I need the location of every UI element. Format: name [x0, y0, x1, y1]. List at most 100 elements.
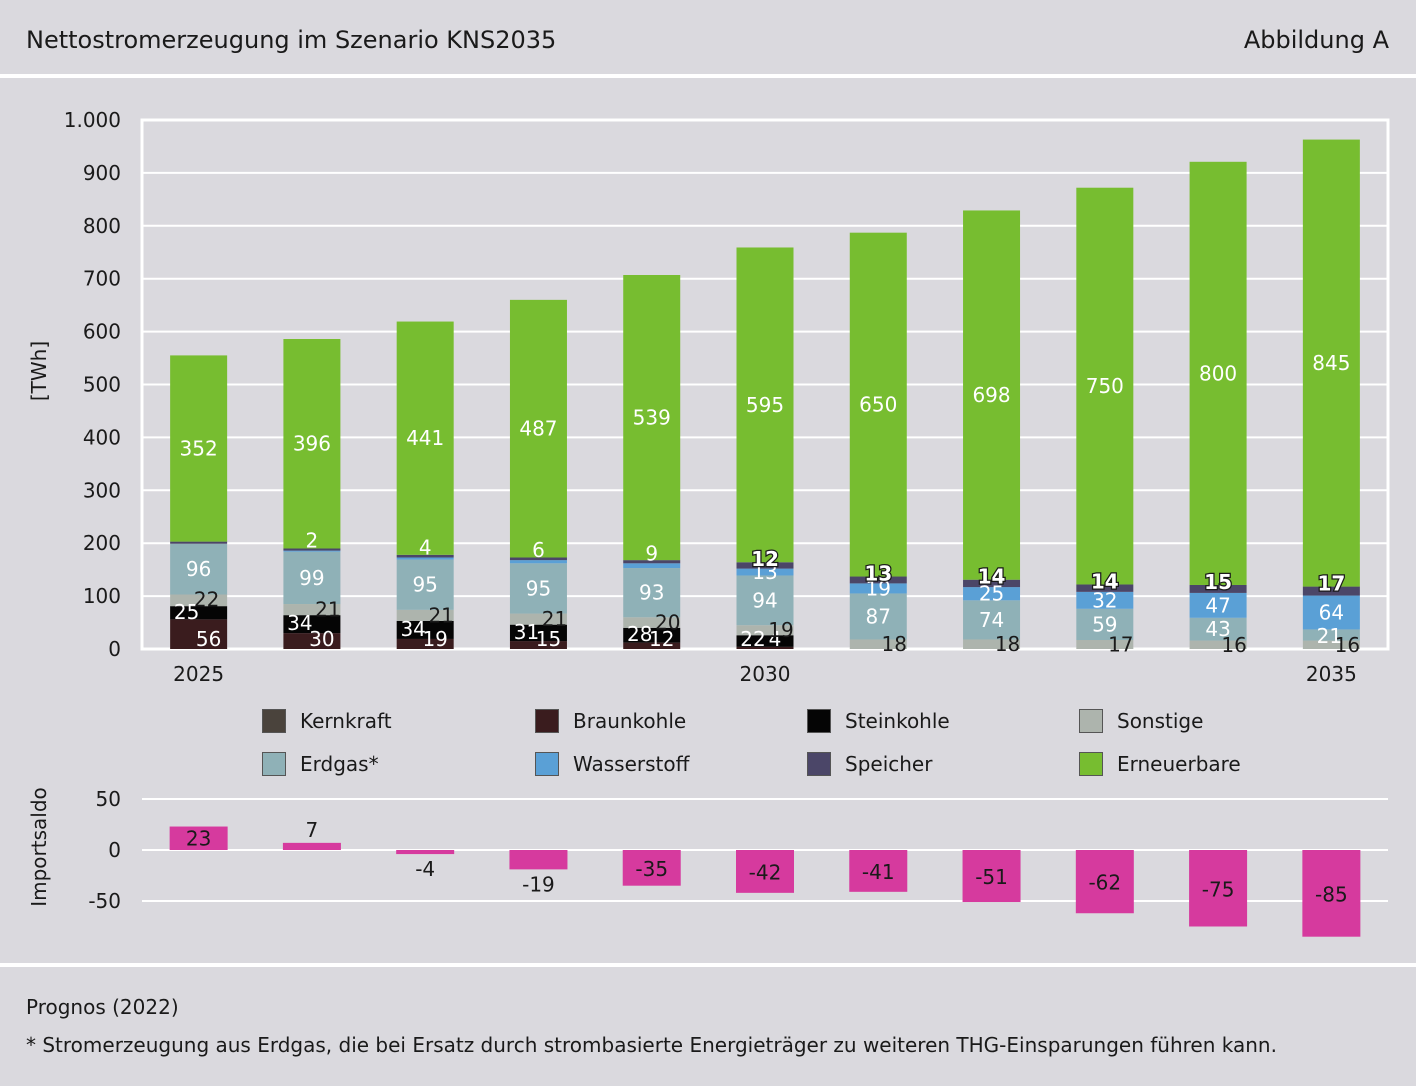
data-label-speicher: 13 — [864, 562, 892, 586]
bar-segment-wasserstoff — [849, 583, 907, 594]
figure-number: Abbildung A — [1243, 26, 1389, 54]
bar-segment-sonstige — [963, 639, 1021, 649]
bar-segment-erdgas — [396, 559, 454, 610]
import-bar — [849, 850, 908, 892]
bar-segment-sonstige — [170, 594, 228, 607]
bar-segment-speicher — [283, 548, 341, 551]
import-bar — [736, 850, 794, 893]
bar-segment-wasserstoff — [1189, 592, 1247, 618]
data-label-braunkohle: 19 — [422, 627, 447, 651]
data-label-braunkohle: 56 — [196, 627, 221, 651]
bar-segment-steinkohle — [736, 635, 794, 647]
import-y-tick-label: -50 — [88, 889, 121, 913]
bar-segment-erneuerbare — [963, 210, 1021, 580]
import-data-label: -85 — [1315, 882, 1348, 906]
data-label-steinkohle: 28 — [627, 622, 652, 646]
data-label-steinkohle: 25 — [174, 600, 199, 624]
bar-segment-erneuerbare — [396, 321, 454, 555]
data-label-wasserstoff: 2 — [306, 529, 319, 553]
chart-canvas: 01002003004005006007008009001.000[TWh]20… — [27, 108, 1390, 937]
y-tick-label: 1.000 — [64, 108, 121, 132]
x-tick-label: 2025 — [173, 662, 224, 686]
bar-segment-braunkohle — [170, 619, 228, 649]
x-tick-label: 2035 — [1306, 662, 1357, 686]
legend-swatch — [807, 752, 831, 776]
import-y-tick-label: 50 — [96, 787, 121, 811]
data-label-sonstige: 18 — [995, 632, 1020, 656]
data-label-erdgas: 99 — [299, 566, 324, 590]
bar-segment-erneuerbare — [736, 247, 794, 563]
bar-segment-erdgas — [1302, 629, 1360, 641]
bar-segment-wasserstoff — [623, 563, 681, 569]
y-tick-label: 400 — [83, 425, 121, 449]
data-label-erdgas: 95 — [412, 573, 437, 597]
legend-label: Kernkraft — [300, 709, 392, 733]
y-tick-label: 100 — [83, 584, 121, 608]
data-label-sonstige: 22 — [194, 587, 219, 611]
data-label-erdgas: 96 — [186, 557, 211, 581]
footnote: * Stromerzeugung aus Erdgas, die bei Ers… — [26, 1033, 1277, 1057]
bar-segment-sonstige — [849, 639, 907, 649]
data-label-braunkohle: 30 — [309, 627, 334, 651]
import-bar — [509, 850, 568, 870]
data-label-sonstige: 20 — [655, 611, 680, 635]
data-label-wasserstoff: 4 — [419, 535, 432, 559]
import-data-label: -41 — [862, 860, 895, 884]
import-bar — [169, 826, 228, 850]
data-label-speicher: 12 — [751, 547, 779, 571]
legend-label: Wasserstoff — [573, 752, 690, 776]
data-label-steinkohle: 22 — [740, 627, 765, 651]
bar-segment-erneuerbare — [283, 339, 341, 549]
data-label-speicher: 17 — [1317, 572, 1345, 596]
y-tick-label: 200 — [83, 531, 121, 555]
data-label-wasserstoff: 19 — [866, 576, 891, 600]
bar-segment-braunkohle — [736, 646, 794, 649]
bar-segment-erdgas — [509, 563, 567, 614]
data-label-erneuerbare: 800 — [1199, 361, 1237, 385]
figure-title: Nettostromerzeugung im Szenario KNS2035 — [26, 26, 557, 54]
bar-segment-speicher — [509, 557, 567, 561]
y-tick-label: 300 — [83, 478, 121, 502]
bar-segment-steinkohle — [509, 624, 567, 642]
legend-label: Steinkohle — [845, 709, 950, 733]
bar-segment-sonstige — [623, 617, 681, 628]
bar-segment-speicher — [170, 541, 228, 544]
y-tick-label: 800 — [83, 214, 121, 238]
data-label-wasserstoff: 9 — [645, 541, 658, 565]
bar-segment-erdgas — [1076, 608, 1134, 641]
data-label-erneuerbare: 595 — [746, 393, 784, 417]
data-label-sonstige: 17 — [1108, 633, 1133, 657]
data-label-speicher: 14 — [1091, 569, 1119, 593]
import-data-label: -35 — [635, 857, 668, 881]
source-note: Prognos (2022) — [26, 995, 179, 1019]
bar-segment-sonstige — [1302, 640, 1360, 649]
bar-segment-speicher — [1076, 584, 1134, 592]
data-label-braunkohle: 4 — [769, 627, 782, 651]
import-data-label: -75 — [1202, 877, 1235, 901]
y-axis-label: [TWh] — [27, 341, 51, 401]
figure-footer: Prognos (2022) * Stromerzeugung aus Erdg… — [0, 963, 1416, 1086]
data-label-erneuerbare: 698 — [972, 383, 1010, 407]
data-label-braunkohle: 12 — [649, 627, 674, 651]
bar-segment-wasserstoff — [1076, 591, 1134, 609]
bar-segment-sonstige — [396, 609, 454, 621]
legend-swatch — [535, 709, 559, 733]
legend-label: Speicher — [845, 752, 933, 776]
legend-label: Erneuerbare — [1117, 752, 1241, 776]
x-tick-label: 2030 — [740, 662, 791, 686]
data-label-wasserstoff: 64 — [1319, 600, 1344, 624]
import-bar — [962, 850, 1021, 903]
import-data-label: -62 — [1088, 871, 1121, 895]
data-label-sonstige: 16 — [1335, 633, 1360, 657]
data-label-wasserstoff: 13 — [752, 560, 777, 584]
bar-segment-sonstige — [1076, 640, 1134, 649]
data-label-erneuerbare: 487 — [519, 417, 557, 441]
import-data-label: 23 — [186, 826, 211, 850]
bar-segment-erneuerbare — [1076, 187, 1134, 585]
bar-segment-sonstige — [736, 625, 794, 636]
import-bar — [396, 850, 455, 855]
bar-segment-speicher — [1302, 586, 1360, 596]
data-label-sonstige: 21 — [315, 598, 340, 622]
bar-segment-speicher — [736, 562, 794, 569]
bar-segment-erneuerbare — [170, 355, 228, 542]
